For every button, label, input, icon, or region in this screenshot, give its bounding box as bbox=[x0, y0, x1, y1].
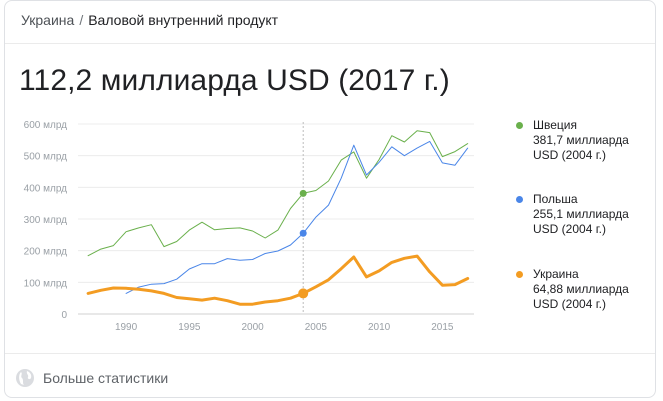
footer-divider bbox=[5, 353, 655, 354]
x-tick-label: 2005 bbox=[305, 322, 328, 333]
y-tick-label: 500 млрд bbox=[24, 152, 68, 163]
legend-dot-sweden bbox=[516, 122, 523, 129]
x-tick-label: 2010 bbox=[368, 322, 391, 333]
legend-value-sweden: 381,7 миллиарда USD (2004 г.) bbox=[533, 133, 629, 162]
legend-name-poland: Польша bbox=[533, 192, 578, 206]
header-divider bbox=[5, 43, 655, 44]
highlight-point bbox=[299, 229, 307, 237]
legend-value-poland: 255,1 миллиарда USD (2004 г.) bbox=[533, 207, 629, 236]
gdp-card: Украина / Валовой внутренний продукт 112,2… bbox=[4, 0, 656, 398]
x-tick-label: 1990 bbox=[115, 322, 138, 333]
series-line bbox=[125, 140, 469, 294]
breadcrumb-country[interactable]: Украина bbox=[21, 12, 75, 28]
legend-value-ukraine: 64,88 миллиарда USD (2004 г.) bbox=[533, 282, 629, 311]
more-stats-link[interactable]: Больше статистики bbox=[15, 368, 168, 388]
highlight-point bbox=[299, 189, 307, 197]
x-tick-label: 2015 bbox=[431, 322, 454, 333]
legend-dot-poland bbox=[516, 196, 523, 203]
page-title: 112,2 миллиарда USD (2017 г.) bbox=[19, 64, 450, 97]
series-line bbox=[87, 130, 469, 257]
y-tick-label: 600 млрд bbox=[24, 120, 68, 131]
breadcrumb-separator: / bbox=[79, 12, 84, 28]
globe-icon bbox=[16, 369, 34, 387]
x-tick-label: 1995 bbox=[178, 322, 201, 333]
breadcrumb: Украина / Валовой внутренний продукт bbox=[21, 12, 278, 28]
highlight-point bbox=[298, 288, 309, 299]
y-tick-label: 0 bbox=[61, 310, 67, 321]
x-tick-label: 2000 bbox=[241, 322, 264, 333]
y-tick-label: 300 млрд bbox=[24, 215, 68, 226]
y-tick-label: 100 млрд bbox=[24, 278, 68, 289]
y-tick-label: 200 млрд bbox=[24, 247, 68, 258]
breadcrumb-indicator: Валовой внутренний продукт bbox=[88, 12, 279, 28]
legend-dot-ukraine bbox=[516, 271, 523, 278]
more-stats-label: Больше статистики bbox=[43, 370, 169, 386]
series-line bbox=[86, 254, 470, 306]
legend-name-sweden: Швеция bbox=[533, 118, 577, 132]
legend-name-ukraine: Украина bbox=[533, 267, 579, 281]
gdp-line-chart[interactable]: 0 100 млрд 200 млрд 300 млрд 400 млрд 500 млр… bbox=[5, 109, 655, 334]
y-tick-label: 400 млрд bbox=[24, 183, 68, 194]
